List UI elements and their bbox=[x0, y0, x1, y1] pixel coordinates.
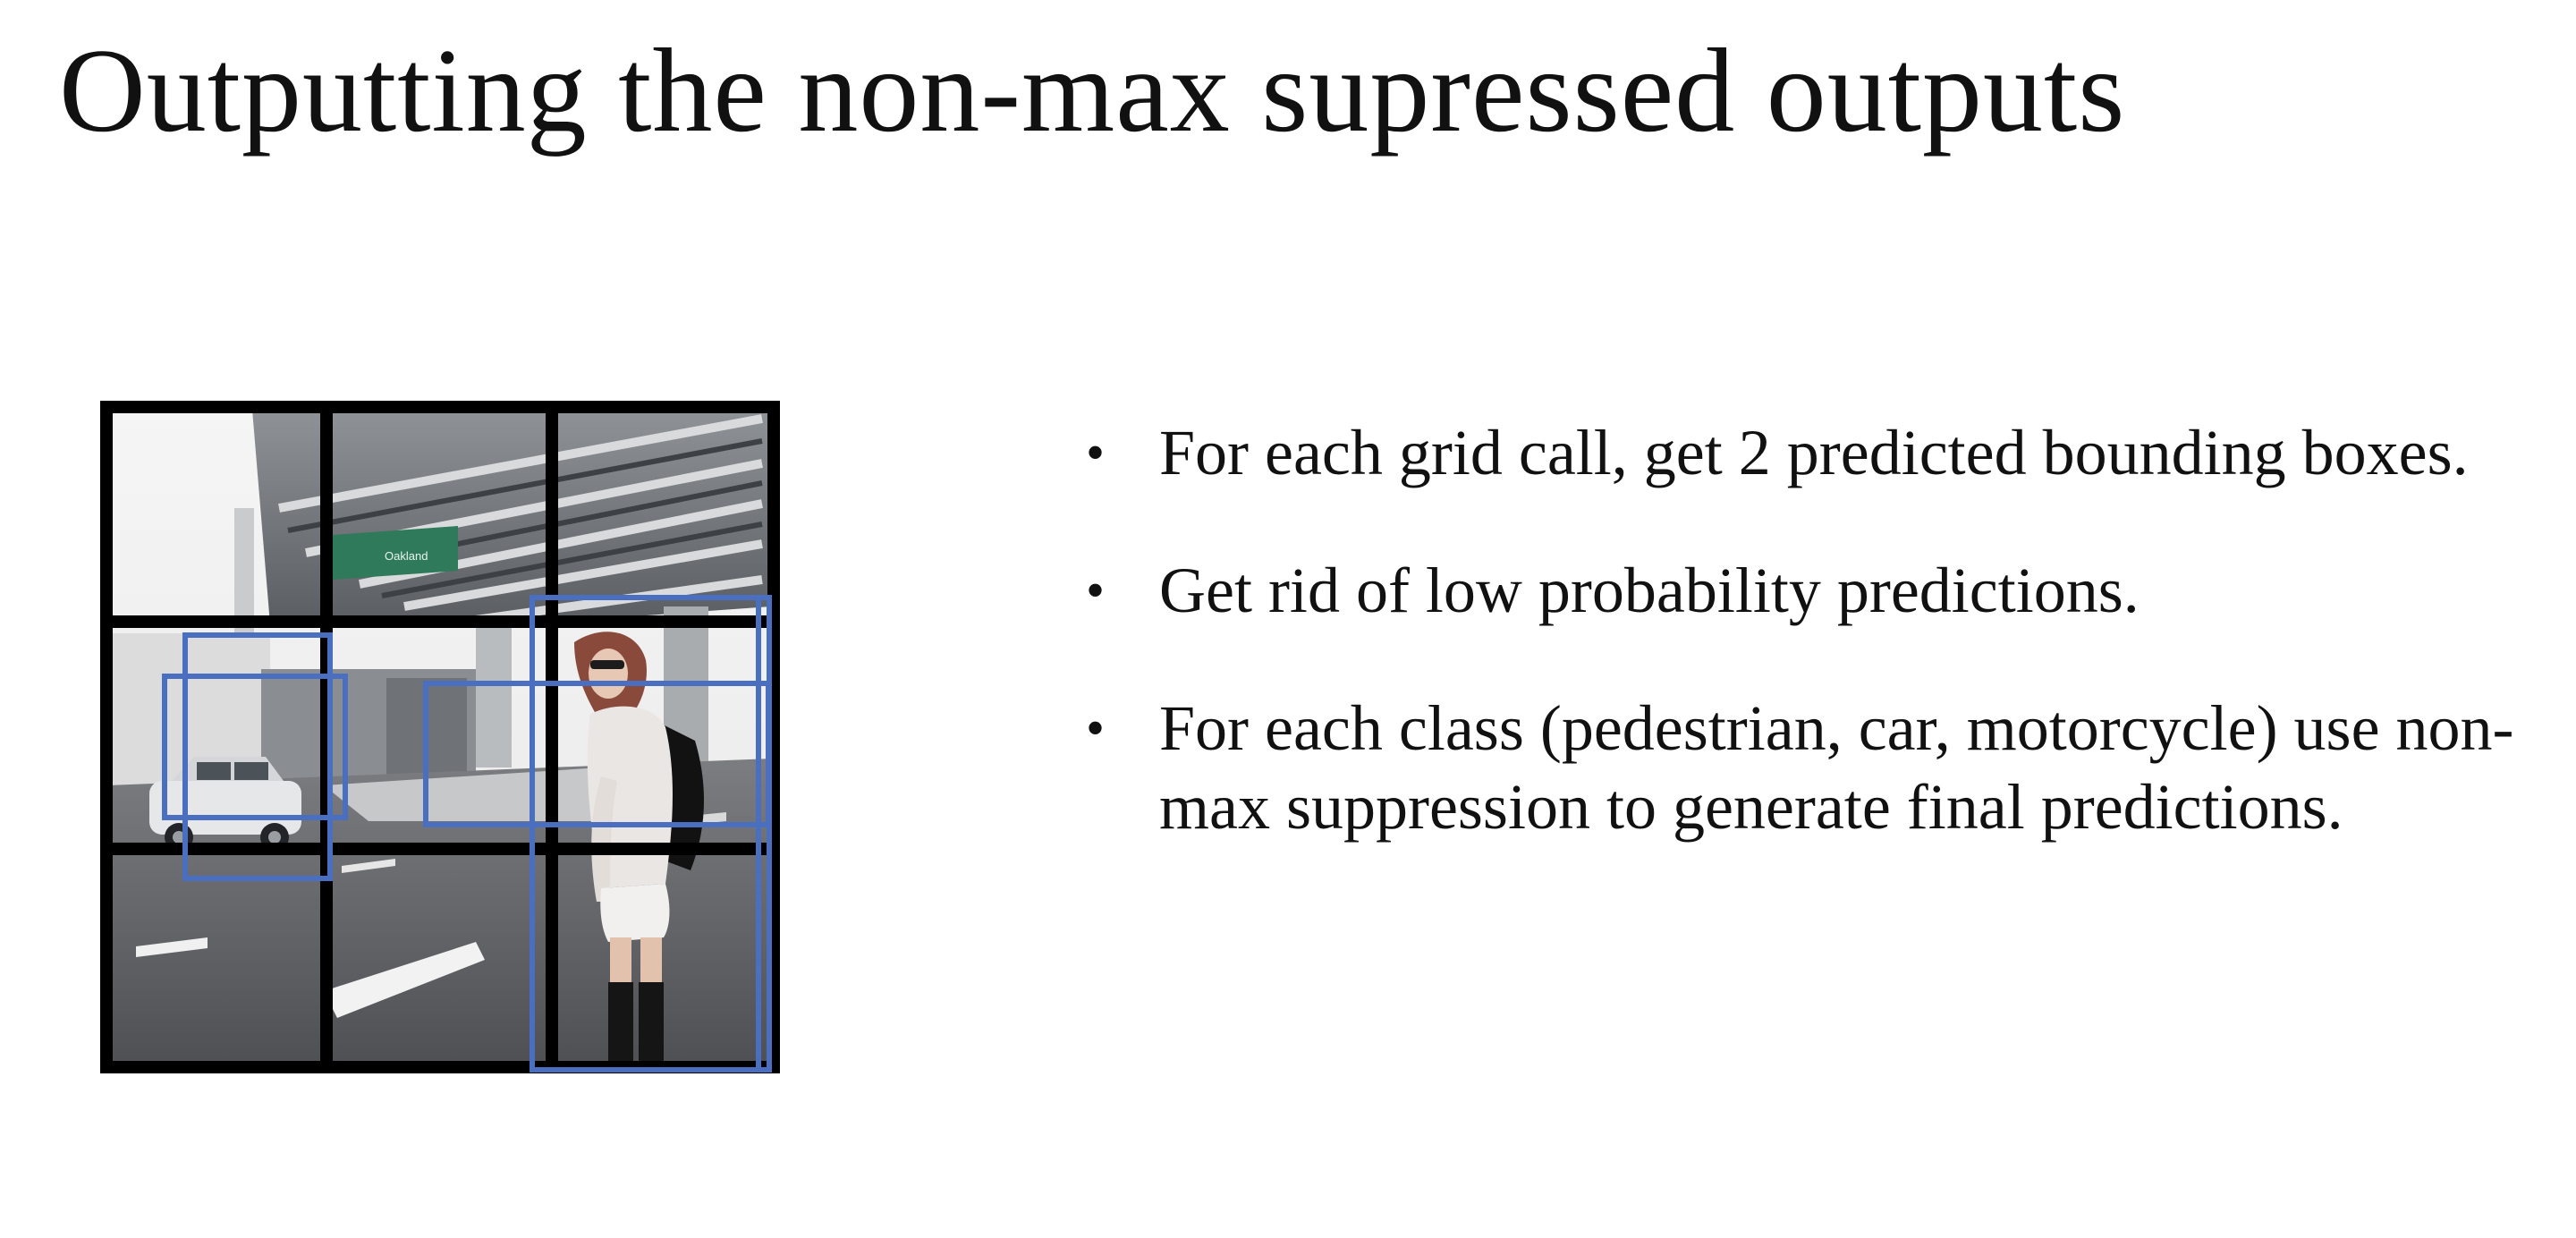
bullet-text: Get rid of low probability predictions. bbox=[1159, 555, 2140, 626]
highway-sign: Oakland bbox=[333, 526, 458, 580]
bullet-marker: • bbox=[1086, 699, 1106, 758]
slide-title: Outputting the non-max supressed outputs bbox=[59, 24, 2126, 157]
bullet-marker: • bbox=[1086, 561, 1106, 620]
street-scene-figure: Oakland bbox=[100, 401, 780, 1073]
bounding-box bbox=[182, 632, 333, 881]
bounding-box bbox=[162, 674, 348, 820]
grid-lines bbox=[100, 401, 780, 1073]
street-scene-image: Oakland bbox=[100, 401, 780, 1073]
highway-sign-label: Oakland bbox=[385, 549, 428, 563]
bullet-item: • Get rid of low probability predictions… bbox=[1070, 551, 2537, 630]
bullet-marker: • bbox=[1086, 423, 1106, 482]
bullet-item: • For each grid call, get 2 predicted bo… bbox=[1070, 413, 2537, 492]
bullet-text: For each grid call, get 2 predicted boun… bbox=[1159, 417, 2469, 488]
bullet-text: For each class (pedestrian, car, motorcy… bbox=[1159, 692, 2514, 843]
bullet-item: • For each class (pedestrian, car, motor… bbox=[1070, 689, 2537, 846]
bounding-box bbox=[530, 595, 772, 1073]
predicted-bounding-boxes bbox=[162, 595, 772, 1073]
bullet-list: • For each grid call, get 2 predicted bo… bbox=[1070, 413, 2537, 846]
